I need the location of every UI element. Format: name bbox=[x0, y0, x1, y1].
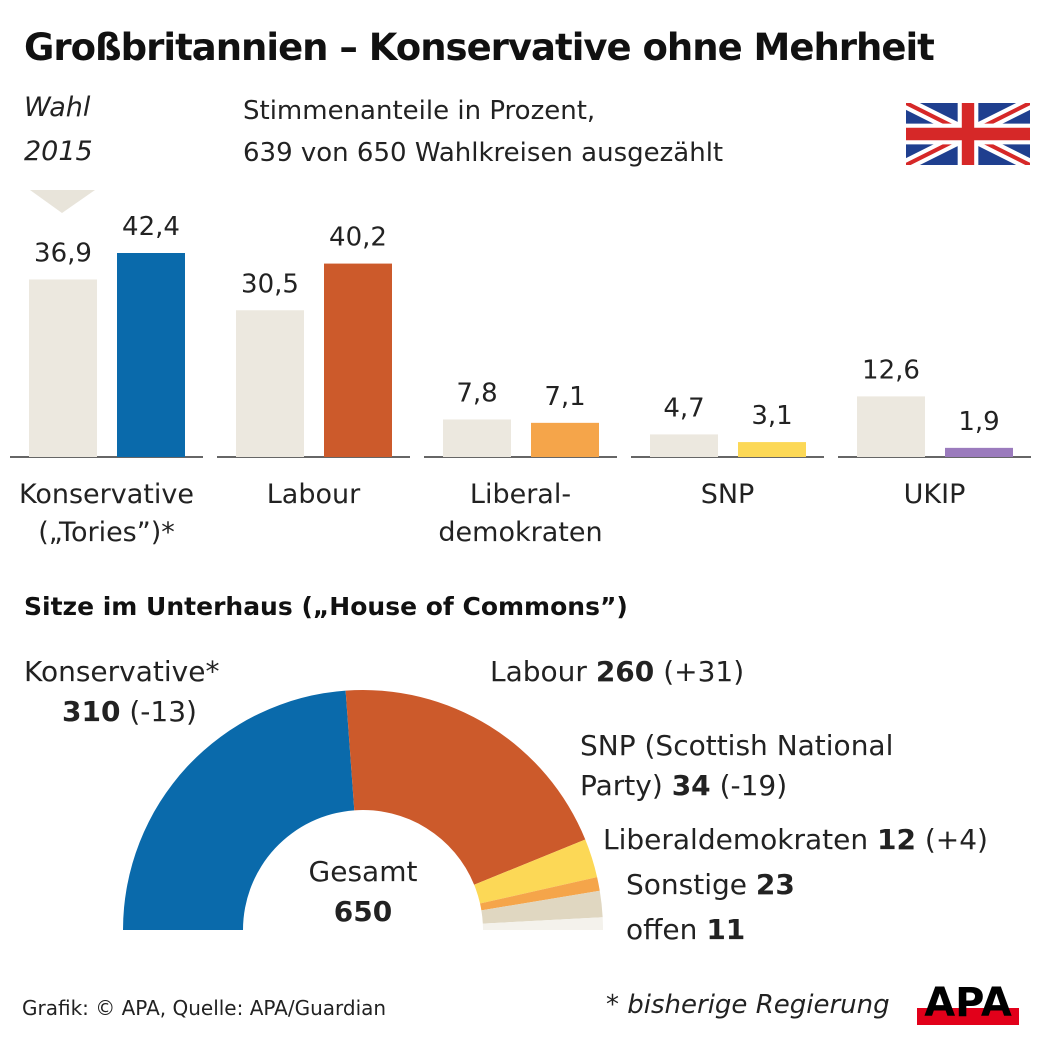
subtitle-line-2: 639 von 650 Wahlkreisen ausgezählt bbox=[243, 138, 724, 168]
seat-slice bbox=[123, 690, 355, 930]
wahl-marker bbox=[30, 190, 95, 213]
seat-label-labour: Labour 260 (+31) bbox=[490, 655, 745, 688]
seat-slice bbox=[481, 890, 603, 924]
category-label: Labour bbox=[266, 479, 361, 510]
bar-previous bbox=[236, 310, 304, 457]
donut-center-label: Gesamt 650 bbox=[308, 855, 418, 928]
bar-value-label: 7,1 bbox=[544, 382, 585, 412]
bar-current bbox=[945, 447, 1013, 457]
seat-label-libdem: Liberaldemokraten 12 (+4) bbox=[603, 823, 988, 856]
category-label: UKIP bbox=[903, 479, 966, 510]
category-label: Liberal-demokraten bbox=[438, 479, 603, 548]
svg-text:APA: APA bbox=[924, 980, 1012, 1026]
seat-slice bbox=[482, 917, 603, 930]
bar-previous bbox=[650, 434, 718, 457]
bar-current bbox=[738, 442, 806, 457]
year-label: 2015 bbox=[24, 136, 93, 167]
union-jack-flag-icon bbox=[906, 103, 1030, 165]
seats-title: Sitze im Unterhaus („House of Commons”) bbox=[24, 592, 628, 621]
subtitle-line-1: Stimmenanteile in Prozent, bbox=[243, 96, 596, 126]
source-text: Grafik: © APA, Quelle: APA/Guardian bbox=[22, 996, 387, 1020]
category-label: Konservative („Tories”)* bbox=[19, 479, 194, 548]
seat-label-snp: SNP (Scottish National Party) 34 (-19) bbox=[580, 729, 894, 802]
seat-slice bbox=[345, 690, 586, 885]
bar-value-label: 4,7 bbox=[663, 393, 704, 423]
bar-value-label: 30,5 bbox=[241, 269, 299, 299]
bar-current bbox=[324, 263, 392, 457]
bar-current bbox=[531, 422, 599, 457]
bar-value-label: 42,4 bbox=[122, 212, 180, 242]
bar-previous bbox=[29, 279, 97, 457]
seat-label-konservative: Konservative* 310 (-13) bbox=[24, 655, 220, 728]
bar-value-label: 1,9 bbox=[958, 407, 999, 437]
bar-value-label: 3,1 bbox=[751, 401, 792, 431]
bar-previous bbox=[857, 396, 925, 457]
bar-current bbox=[117, 253, 185, 457]
seat-label-offen: offen 11 bbox=[626, 913, 746, 946]
category-label: SNP bbox=[700, 479, 755, 510]
apa-logo: APA bbox=[917, 980, 1019, 1026]
bar-value-label: 12,6 bbox=[862, 355, 920, 385]
seat-slice bbox=[480, 877, 600, 911]
seat-slice bbox=[474, 839, 598, 904]
page-title: Großbritannien – Konservative ohne Mehrh… bbox=[24, 26, 935, 69]
footnote: * bisherige Regierung bbox=[606, 990, 890, 1020]
bar-value-label: 40,2 bbox=[329, 223, 387, 253]
seat-label-sonstige: Sonstige 23 bbox=[626, 868, 795, 901]
bar-value-label: 7,8 bbox=[456, 378, 497, 408]
wahl-label: Wahl bbox=[24, 92, 91, 123]
bar-previous bbox=[443, 419, 511, 457]
bar-value-label: 36,9 bbox=[34, 238, 92, 268]
